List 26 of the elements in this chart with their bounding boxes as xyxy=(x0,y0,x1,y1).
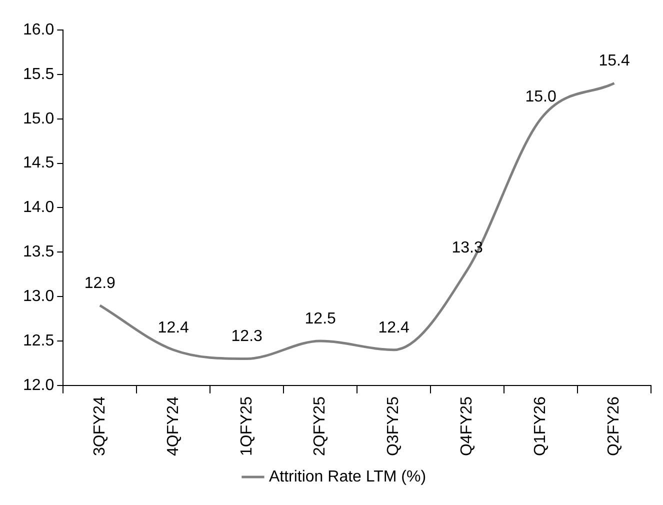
x-tick-label: 2QFY25 xyxy=(312,396,329,456)
x-tick-label: Q3FY25 xyxy=(385,396,402,456)
y-tick-label: 12.0 xyxy=(23,376,54,394)
data-label: 12.4 xyxy=(378,319,410,336)
data-label: 12.9 xyxy=(84,274,116,292)
x-tick-label: 1QFY25 xyxy=(238,396,256,456)
y-tick-label: 15.5 xyxy=(23,66,54,83)
y-tick-label: 14.5 xyxy=(23,154,54,172)
x-tick-label: 3QFY24 xyxy=(91,396,108,456)
data-label: 12.5 xyxy=(304,310,336,328)
y-tick-label: 13.5 xyxy=(23,244,54,261)
legend-label: Attrition Rate LTM (%) xyxy=(268,468,426,486)
data-label: 12.4 xyxy=(158,319,190,336)
x-tick-label: Q2FY26 xyxy=(606,396,623,456)
y-tick-label: 12.5 xyxy=(23,332,54,350)
y-tick-label: 16.0 xyxy=(23,21,54,38)
x-tick-label: 4QFY24 xyxy=(164,396,182,456)
data-label: 12.3 xyxy=(231,328,263,346)
data-label: 15.4 xyxy=(598,52,630,70)
data-label: 13.3 xyxy=(452,239,483,256)
data-label: 15.0 xyxy=(525,88,556,106)
x-tick-label: Q4FY25 xyxy=(458,396,476,456)
y-tick-label: 13.0 xyxy=(23,288,54,305)
y-tick-label: 14.0 xyxy=(23,199,54,216)
y-tick-label: 15.0 xyxy=(23,110,54,128)
x-tick-label: Q1FY26 xyxy=(532,396,550,456)
